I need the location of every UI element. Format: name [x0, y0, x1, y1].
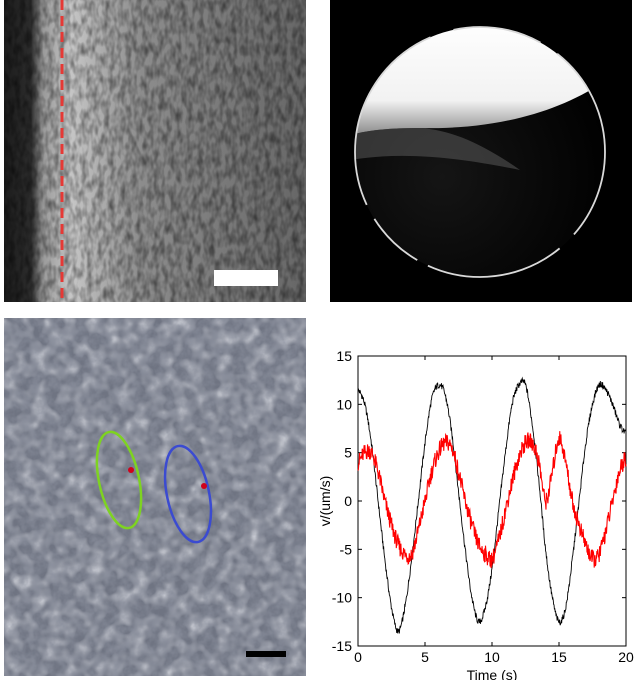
- chart-axes: 0 5 10 15 20 -15 -10 -5 0 5 10 15: [332, 348, 634, 665]
- scale-bar-c: [246, 651, 286, 657]
- droplet-panel-b: [330, 0, 632, 302]
- y-tick-label: 10: [336, 396, 352, 412]
- y-axis-label: v/(um/s): [318, 476, 333, 527]
- scale-bar-a: [214, 270, 278, 286]
- y-tick-label: -15: [332, 638, 352, 654]
- x-tick-label: 0: [354, 649, 362, 665]
- green-ellipse-marker: [128, 467, 134, 473]
- y-tick-label: -10: [332, 590, 352, 606]
- micrograph-panel-a: [4, 0, 306, 302]
- droplet-rim: [354, 26, 606, 278]
- y-tick-label: -5: [340, 541, 353, 557]
- chart-series: [357, 376, 627, 634]
- velocity-chart: 0 5 10 15 20 -15 -10 -5 0 5 10 15 Time (s) v/(um/s): [318, 348, 634, 680]
- x-tick-label: 20: [618, 649, 634, 665]
- y-tick-label: 5: [344, 445, 352, 461]
- blue-ellipse-marker: [201, 483, 207, 489]
- plot-frame: [357, 355, 627, 647]
- y-tick-label: 0: [344, 493, 352, 509]
- x-tick-label: 5: [421, 649, 429, 665]
- micrograph-a-svg: [4, 0, 306, 302]
- blue-ellipse: [163, 444, 213, 544]
- series-black-line: [357, 376, 627, 634]
- y-tick-label: 15: [336, 348, 352, 364]
- micrograph-c-svg: [4, 318, 306, 676]
- x-tick-label: 10: [484, 649, 500, 665]
- x-tick-label: 15: [551, 649, 567, 665]
- micrograph-panel-c: [4, 318, 306, 676]
- series-red-line: [357, 431, 627, 569]
- green-ellipse: [95, 430, 143, 530]
- velocity-chart-panel: 0 5 10 15 20 -15 -10 -5 0 5 10 15 Time (s) v/(um/s): [318, 326, 642, 680]
- droplet-svg: [330, 0, 632, 302]
- x-axis-label: Time (s): [467, 667, 518, 680]
